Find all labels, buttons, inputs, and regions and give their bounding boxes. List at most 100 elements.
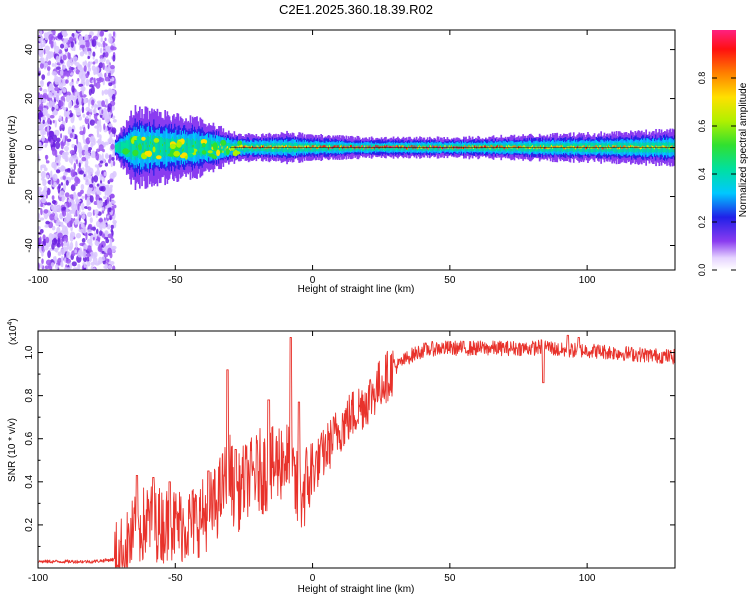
- band-core: [470, 146, 473, 149]
- band-cell: [150, 134, 152, 161]
- noise-dot: [97, 200, 104, 208]
- x-tick-label: -50: [168, 275, 183, 286]
- noise-dot: [101, 207, 105, 211]
- noise-dot: [51, 262, 55, 267]
- noise-dot: [96, 220, 101, 228]
- noise-dot: [38, 92, 41, 97]
- noise-dot: [62, 54, 67, 61]
- noise-dot: [77, 78, 80, 82]
- noise-dot: [64, 267, 68, 270]
- band-cell: [119, 142, 121, 153]
- snr-multiplier-base: (x10: [8, 325, 19, 345]
- band-cell: [184, 139, 186, 156]
- band-core: [480, 146, 483, 149]
- band-core: [577, 145, 579, 148]
- noise-dot: [66, 141, 70, 146]
- band-core: [558, 146, 561, 149]
- band-core: [519, 146, 521, 149]
- noise-dot: [56, 242, 61, 248]
- band-core: [369, 145, 372, 148]
- noise-dot: [45, 236, 50, 244]
- band-core: [359, 146, 362, 150]
- band-core: [452, 147, 454, 150]
- noise-dot: [103, 253, 109, 258]
- noise-dot: [44, 265, 50, 270]
- band-core: [561, 145, 564, 148]
- band-core: [423, 146, 426, 150]
- band-core: [535, 145, 538, 148]
- band-core: [351, 145, 353, 148]
- band-core: [204, 145, 207, 148]
- band-core: [154, 144, 157, 147]
- band-core: [547, 147, 550, 150]
- band-core: [357, 145, 360, 148]
- noise-dot: [40, 202, 44, 208]
- band-core: [301, 145, 304, 148]
- band-core: [555, 145, 557, 149]
- noise-dot: [104, 37, 107, 42]
- band-core: [523, 145, 526, 148]
- band-core: [151, 148, 153, 151]
- noise-dot: [55, 156, 61, 164]
- noise-dot: [40, 44, 43, 53]
- band-core: [437, 147, 440, 150]
- band-blob: [216, 149, 221, 157]
- noise-dot: [67, 214, 70, 219]
- band-core: [282, 146, 285, 149]
- noise-dot: [60, 69, 64, 76]
- noise-dot: [103, 171, 107, 177]
- band-core: [298, 145, 300, 148]
- band-core: [374, 147, 376, 150]
- noise-dot: [70, 184, 76, 192]
- band-core: [267, 145, 270, 148]
- noise-dot: [108, 36, 113, 44]
- x-tick-label: 0: [310, 275, 316, 286]
- band-core: [387, 145, 389, 148]
- band-core: [278, 145, 281, 148]
- band-core: [631, 145, 633, 148]
- noise-dot: [61, 30, 67, 37]
- noise-dot: [100, 43, 104, 48]
- band-core: [599, 145, 601, 148]
- noise-dot: [102, 62, 105, 70]
- noise-dot: [78, 83, 84, 87]
- noise-dot: [56, 137, 61, 142]
- band-core: [336, 145, 339, 148]
- band-core: [289, 145, 292, 148]
- band-core: [434, 145, 437, 148]
- noise-dot: [55, 141, 61, 150]
- noise-dot: [73, 191, 77, 200]
- band-core: [508, 145, 510, 148]
- noise-dot: [81, 202, 85, 211]
- band-core: [589, 145, 591, 148]
- x-tick-label: 100: [579, 275, 596, 286]
- band-cell: [167, 139, 170, 157]
- noise-dot: [49, 114, 55, 119]
- band-core: [436, 145, 439, 148]
- band-core: [471, 145, 474, 148]
- band-core: [554, 145, 556, 148]
- noise-dot: [78, 71, 84, 79]
- noise-dot: [70, 41, 74, 48]
- band-core: [300, 146, 303, 149]
- band-core: [563, 146, 565, 149]
- band-core: [419, 145, 421, 148]
- noise-dot: [51, 199, 57, 205]
- band-core: [192, 144, 195, 148]
- noise-dot: [70, 61, 74, 66]
- band-blob: [201, 150, 207, 155]
- band-core: [337, 145, 340, 148]
- band-cell: [142, 136, 144, 159]
- noise-dot: [107, 140, 113, 144]
- noise-dot: [64, 145, 69, 152]
- band-core: [135, 145, 138, 148]
- noise-dot: [108, 123, 113, 128]
- band-core: [553, 146, 555, 149]
- band-core: [649, 147, 652, 150]
- band-core: [593, 146, 596, 150]
- band-core: [628, 146, 631, 149]
- noise-dot: [103, 107, 107, 115]
- noise-dot: [108, 158, 112, 164]
- band-core: [488, 146, 490, 149]
- band-core: [397, 145, 399, 148]
